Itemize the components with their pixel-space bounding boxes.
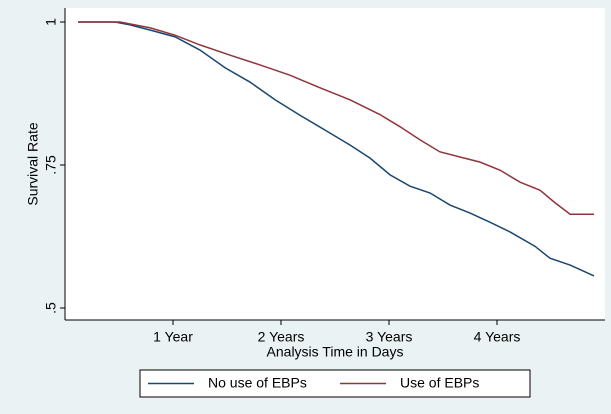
legend	[139, 369, 531, 398]
legend-label: No use of EBPs	[208, 375, 307, 391]
y-tick-label: .5	[43, 302, 59, 314]
y-axis-label: Survival Rate	[25, 122, 41, 205]
x-axis-label: Analysis Time in Days	[267, 344, 404, 360]
y-tick-label: .75	[43, 155, 59, 175]
survival-line	[78, 21, 595, 215]
x-tick-label: 4 Years	[474, 329, 521, 345]
survival-line	[78, 21, 595, 277]
y-tick-label: 1	[43, 18, 59, 26]
x-tick-label: 2 Years	[258, 329, 305, 345]
plot-area	[65, 8, 605, 320]
legend-label: Use of EBPs	[400, 375, 479, 391]
x-tick-label: 1 Year	[153, 329, 193, 345]
x-tick-label: 3 Years	[366, 329, 413, 345]
